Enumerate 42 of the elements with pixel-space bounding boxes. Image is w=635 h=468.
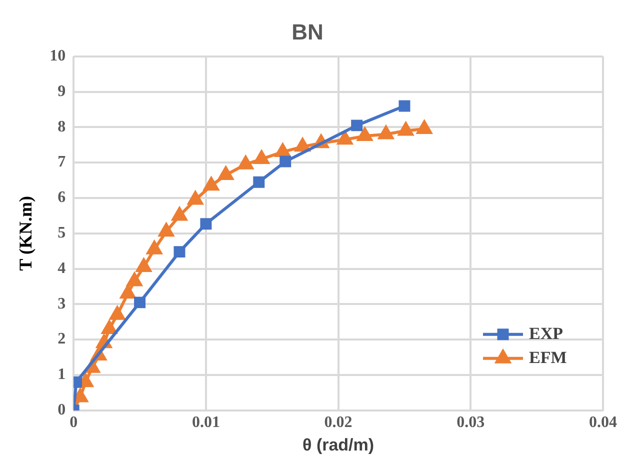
- y-tick-label: 3: [58, 295, 66, 312]
- x-tick-label: 0.04: [589, 414, 617, 432]
- chart-title: BN: [292, 19, 324, 44]
- point: [110, 306, 125, 320]
- x-tick-label: 0.02: [324, 414, 352, 432]
- legend-label: EFM: [529, 348, 567, 367]
- y-tick-label: 6: [58, 189, 66, 206]
- y-tick-label: 9: [58, 82, 66, 100]
- legend-label: EXP: [529, 324, 563, 343]
- point: [120, 285, 136, 299]
- y-tick-label: 10: [50, 48, 66, 65]
- x-tick-label: 0: [70, 414, 78, 432]
- point: [126, 272, 142, 286]
- point: [218, 166, 234, 180]
- point: [158, 223, 174, 237]
- point: [238, 156, 254, 170]
- point: [275, 143, 290, 157]
- point: [204, 177, 219, 191]
- point: [102, 320, 117, 334]
- y-tick-label: 2: [58, 330, 66, 348]
- point: [398, 122, 414, 136]
- point: [74, 388, 88, 402]
- y-tick-label: 5: [58, 224, 66, 242]
- point: [357, 128, 372, 142]
- x-tick-label: 0.03: [456, 414, 485, 432]
- y-tick-label: 8: [58, 118, 66, 136]
- point: [416, 120, 432, 134]
- y-tick-label: 1: [58, 366, 66, 384]
- x-axis-title: θ (rad/m): [302, 435, 374, 454]
- x-tick-label: 0.01: [192, 414, 220, 432]
- point: [378, 126, 394, 140]
- point: [254, 150, 270, 164]
- point: [146, 240, 162, 254]
- y-tick-label: 7: [58, 154, 66, 171]
- point: [172, 207, 188, 221]
- y-tick-label: 0: [58, 402, 66, 419]
- y-axis-title: T (KN.m): [15, 196, 36, 271]
- y-tick-label: 4: [58, 260, 66, 277]
- point: [295, 138, 310, 152]
- point: [337, 131, 352, 145]
- point: [188, 191, 203, 205]
- point: [136, 258, 152, 272]
